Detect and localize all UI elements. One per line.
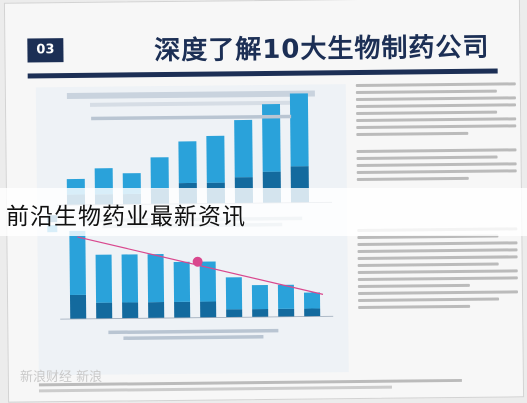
text-line <box>355 96 516 102</box>
page-number-badge: 03 <box>27 38 64 63</box>
text-line <box>356 110 497 116</box>
text-line <box>357 262 499 268</box>
text-line <box>356 169 517 175</box>
bar-bottom-dark <box>69 294 87 320</box>
bar-bottom-dark <box>148 302 165 319</box>
text-line <box>357 290 518 296</box>
text-line <box>356 124 517 130</box>
text-line <box>358 304 471 310</box>
bar-top-light <box>261 104 281 172</box>
text-line <box>357 255 518 261</box>
bar-top-light <box>234 119 253 178</box>
bar-top-light <box>289 93 309 167</box>
bar-bottom-light <box>225 277 243 310</box>
bar-top-light <box>206 135 225 183</box>
caption-text: 前沿生物药业最新资讯 <box>6 204 246 230</box>
bar-bottom-light <box>121 254 139 303</box>
bar-bottom-dark <box>226 309 243 318</box>
text-line <box>356 103 517 109</box>
text-line <box>357 241 518 247</box>
text-line <box>355 89 497 95</box>
bar-bottom-dark <box>304 308 321 317</box>
text-line <box>357 283 470 289</box>
text-line <box>356 117 517 123</box>
text-line <box>356 131 469 137</box>
text-line <box>356 155 498 161</box>
text-line <box>357 276 518 282</box>
caption-banner <box>0 188 527 236</box>
bar-bottom-light <box>173 261 191 302</box>
sub-header <box>108 328 279 335</box>
watermark: 新浪财经 新浪 <box>20 370 103 385</box>
bar-bottom-light <box>69 230 86 296</box>
bar-bottom-dark <box>252 308 269 318</box>
sub-header <box>123 335 264 340</box>
bar-bottom-dark <box>122 302 139 319</box>
text-line <box>357 248 518 254</box>
text-line <box>357 269 518 275</box>
text-line <box>358 297 499 303</box>
bar-bottom-light <box>199 261 217 302</box>
bar-bottom-dark <box>200 301 217 318</box>
bar-bottom-light <box>277 284 295 309</box>
trend-marker <box>192 256 203 267</box>
bottom-axis <box>60 315 334 320</box>
bar-top-light <box>150 157 169 189</box>
sub-header <box>91 114 292 121</box>
bar-bottom-dark <box>278 308 295 317</box>
text-line <box>356 162 517 168</box>
bar-bottom-light <box>95 254 113 303</box>
bar-top-light <box>94 168 113 195</box>
page-title: 深度了解10大生物制药公司 <box>154 32 490 67</box>
bar-bottom-light <box>147 254 165 303</box>
bar-bottom-light <box>251 284 269 310</box>
text-line <box>356 176 469 182</box>
bar-bottom-light <box>303 292 321 309</box>
bar-top-light <box>178 141 197 184</box>
title-rule <box>27 68 498 79</box>
text-line <box>355 82 516 88</box>
bar-bottom-dark <box>96 302 113 319</box>
bar-bottom-dark <box>174 301 191 318</box>
footnote <box>38 378 509 393</box>
text-line <box>356 148 517 154</box>
